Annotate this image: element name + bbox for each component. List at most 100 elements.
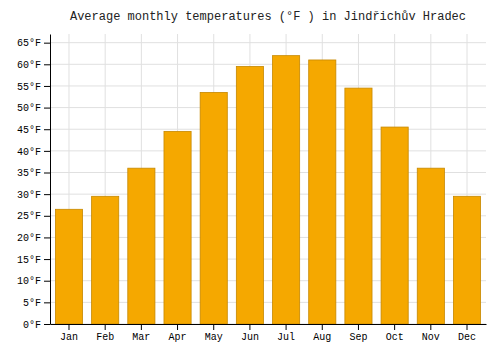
tick: 30°F xyxy=(17,190,50,201)
tick-label: 40°F xyxy=(17,147,41,158)
bar xyxy=(417,168,444,324)
tick-mark xyxy=(177,324,178,330)
tick-label: Jan xyxy=(60,332,78,343)
tick-mark xyxy=(249,324,250,330)
tick-label: 5°F xyxy=(23,298,41,309)
tick: Oct xyxy=(386,324,404,343)
tick: 55°F xyxy=(17,82,50,93)
bar xyxy=(128,168,155,324)
tick-label: Oct xyxy=(386,332,404,343)
tick-mark xyxy=(44,259,50,260)
plot: Jan Feb Mar Apr May Jun Jul Aug Sep Oct Nov Dec 0°F 5… xyxy=(17,34,487,343)
tick-mark xyxy=(44,173,50,174)
bar xyxy=(200,92,227,324)
tick-mark xyxy=(44,129,50,130)
tick-label: 45°F xyxy=(17,125,41,136)
tick-label: 30°F xyxy=(17,190,41,201)
x-axis: Jan Feb Mar Apr May Jun Jul Aug Sep Oct Nov Dec xyxy=(51,324,487,343)
grid xyxy=(50,34,486,324)
tick-label: Jul xyxy=(277,332,295,343)
tick-label: Dec xyxy=(458,332,476,343)
bar xyxy=(309,60,336,324)
tick: 65°F xyxy=(17,38,50,49)
tick-mark xyxy=(44,324,50,325)
tick: 25°F xyxy=(17,211,50,222)
tick: 45°F xyxy=(17,125,50,136)
tick: Feb xyxy=(96,324,114,343)
y-axis: 0°F 5°F 10°F 15°F 20°F 25°F 30°F 35°F 40°F 45°F 50… xyxy=(17,35,51,331)
tick-label: 0°F xyxy=(23,320,41,331)
tick: May xyxy=(205,324,223,343)
bar xyxy=(55,209,82,324)
tick-label: 25°F xyxy=(17,211,41,222)
bar xyxy=(381,127,408,324)
grid-line xyxy=(50,129,486,130)
tick-label: Apr xyxy=(169,332,187,343)
tick-mark xyxy=(44,194,50,195)
tick-mark xyxy=(44,43,50,44)
tick: 60°F xyxy=(17,60,50,71)
tick-label: Nov xyxy=(422,332,440,343)
bar xyxy=(345,88,372,324)
bar xyxy=(92,196,119,324)
bar xyxy=(453,196,480,324)
tick: Sep xyxy=(349,324,367,343)
tick: 5°F xyxy=(23,298,50,309)
tick-mark xyxy=(394,324,395,330)
tick-label: 10°F xyxy=(17,276,41,287)
tick-mark xyxy=(44,281,50,282)
tick-label: 65°F xyxy=(17,38,41,49)
tick: Dec xyxy=(458,324,476,343)
tick: 35°F xyxy=(17,168,50,179)
tick-mark xyxy=(44,151,50,152)
tick: Jun xyxy=(241,324,259,343)
tick-label: Feb xyxy=(96,332,114,343)
tick: 0°F xyxy=(23,320,50,331)
tick-label: 20°F xyxy=(17,233,41,244)
tick-label: May xyxy=(205,332,223,343)
tick-mark xyxy=(213,324,214,330)
tick: Jul xyxy=(277,324,295,343)
tick-mark xyxy=(105,324,106,330)
tick: Mar xyxy=(132,324,150,343)
tick: 50°F xyxy=(17,103,50,114)
grid-line xyxy=(50,85,486,86)
tick: Aug xyxy=(313,324,331,343)
tick-mark xyxy=(44,216,50,217)
tick-mark xyxy=(141,324,142,330)
tick-label: Mar xyxy=(132,332,150,343)
chart: Jan Feb Mar Apr May Jun Jul Aug Sep Oct Nov Dec 0°F 5… xyxy=(0,0,500,350)
tick: 40°F xyxy=(17,147,50,158)
bar xyxy=(273,56,300,324)
tick-mark xyxy=(467,324,468,330)
bars xyxy=(55,56,480,324)
tick: 20°F xyxy=(17,233,50,244)
tick-mark xyxy=(44,108,50,109)
tick-mark xyxy=(430,324,431,330)
tick: Apr xyxy=(169,324,187,343)
bar xyxy=(236,66,263,324)
grid-line xyxy=(50,107,486,108)
tick-label: Sep xyxy=(349,332,367,343)
title: Average monthly temperatures (°F ) in Ji… xyxy=(70,10,466,24)
bar xyxy=(164,131,191,324)
tick: 10°F xyxy=(17,276,50,287)
tick-label: Aug xyxy=(313,332,331,343)
tick-mark xyxy=(44,64,50,65)
tick-label: 15°F xyxy=(17,255,41,266)
tick-label: 50°F xyxy=(17,103,41,114)
tick-mark xyxy=(44,302,50,303)
grid-line xyxy=(50,42,486,43)
tick-mark xyxy=(358,324,359,330)
tick-label: 35°F xyxy=(17,168,41,179)
tick-label: 55°F xyxy=(17,82,41,93)
tick-label: 60°F xyxy=(17,60,41,71)
grid-line xyxy=(50,150,486,151)
axis-line xyxy=(50,35,51,325)
tick-mark xyxy=(68,324,69,330)
tick-mark xyxy=(44,86,50,87)
tick: Jan xyxy=(60,324,78,343)
tick-mark xyxy=(322,324,323,330)
tick-mark xyxy=(44,237,50,238)
tick-label: Jun xyxy=(241,332,259,343)
